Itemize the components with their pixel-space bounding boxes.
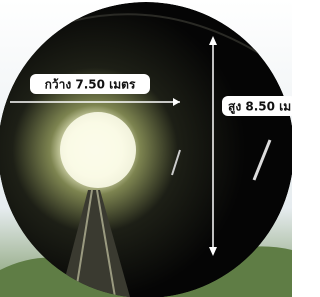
tunnel-exit: [60, 112, 136, 188]
page: {"labels": {"width": "กว้าง 7.50 เมตร", …: [0, 0, 292, 297]
tunnel-illustration: กว้าง 7.50 เมตร สูง 8.50 เม: [0, 0, 292, 297]
tunnel: [0, 2, 292, 297]
height-label: สูง 8.50 เม: [228, 100, 291, 115]
width-label: กว้าง 7.50 เมตร: [45, 78, 136, 92]
